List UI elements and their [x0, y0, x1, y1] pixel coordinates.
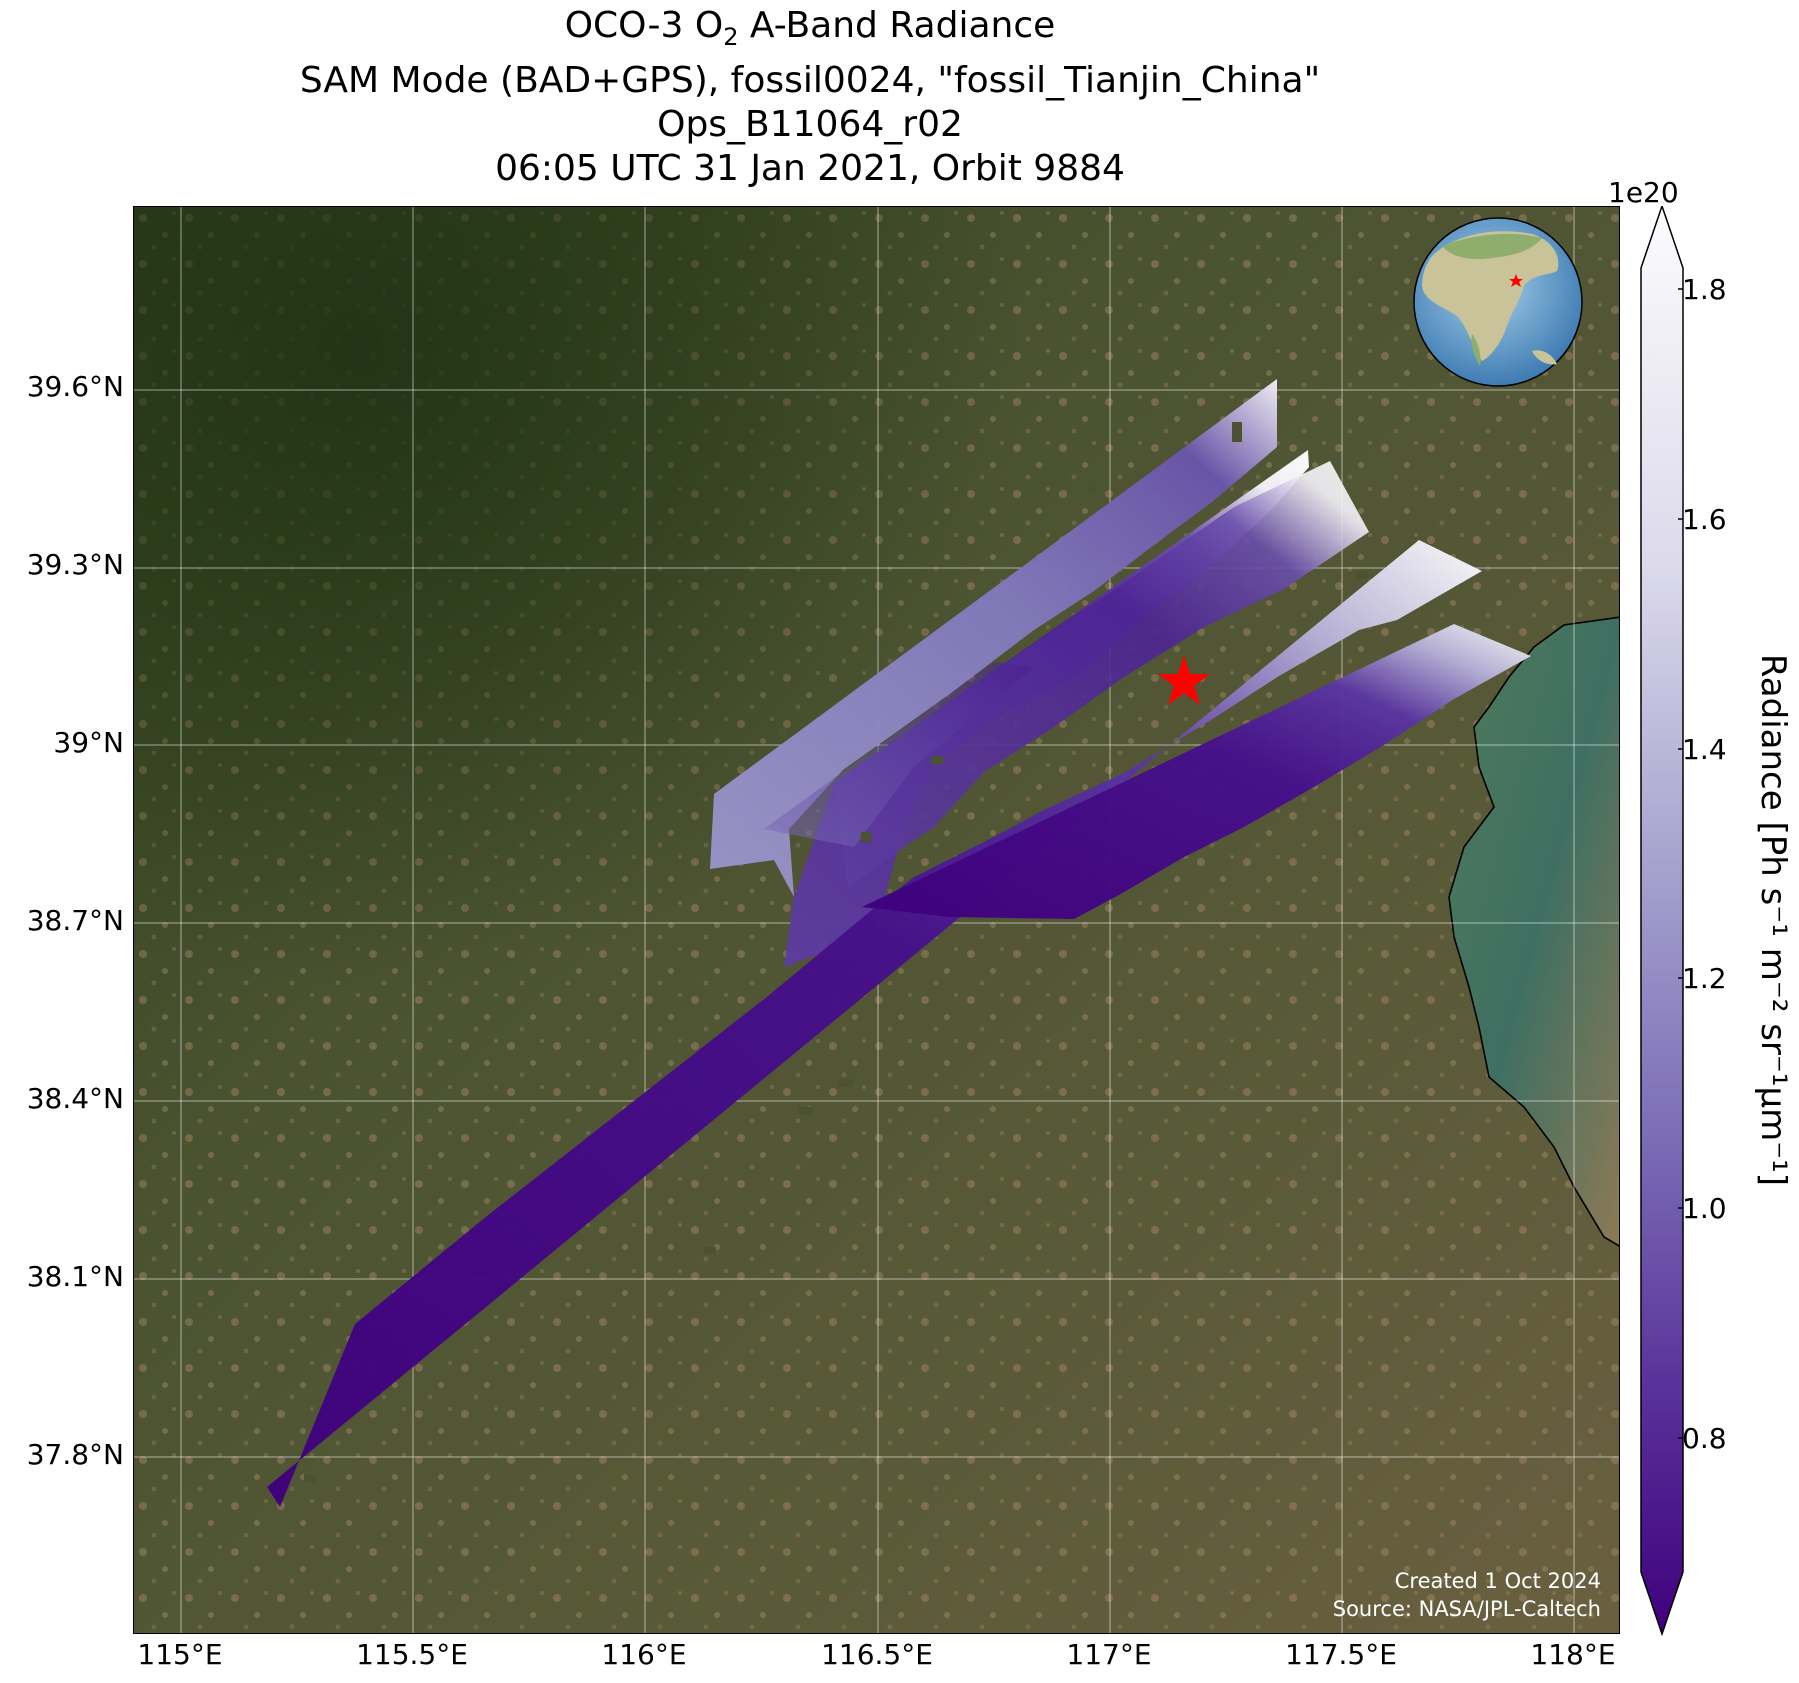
x-tick-label: 117.5°E — [1285, 1638, 1397, 1671]
y-tick-label: 39.6°N — [26, 370, 124, 403]
bohai-sea — [1449, 617, 1619, 1246]
colorbar-tick-label: 1.8 — [1682, 273, 1727, 306]
x-tick-label: 116.5°E — [821, 1638, 933, 1671]
colorbar — [1640, 206, 1684, 1636]
swath-band-5 — [862, 624, 1531, 919]
globe-location-marker — [1509, 274, 1523, 287]
title-line-1: OCO-3 O2 A-Band Radiance — [564, 5, 1056, 52]
swath-gaps — [304, 422, 1368, 1482]
colorbar-label: Radiance [Ph s⁻¹ m⁻² sr⁻¹μm⁻¹] — [1753, 653, 1793, 1187]
colorbar-tick-label: 1.6 — [1682, 503, 1727, 536]
colorbar-tick-label: 1.0 — [1682, 1192, 1727, 1225]
y-tick-label: 39.3°N — [26, 548, 124, 581]
colorbar-tick-label: 1.2 — [1682, 962, 1727, 995]
map-canvas — [134, 207, 1619, 1633]
y-tick-label: 38.4°N — [26, 1082, 124, 1115]
credit-created: Created 1 Oct 2024 — [1394, 1569, 1601, 1593]
x-tick-label: 117°E — [1066, 1638, 1152, 1671]
target-star-marker — [1158, 655, 1210, 705]
figure-title: OCO-3 O2 A-Band Radiance SAM Mode (BAD+G… — [0, 4, 1620, 191]
x-tick-label: 115°E — [137, 1638, 223, 1671]
x-tick-label: 118°E — [1530, 1638, 1616, 1671]
x-tick-label: 115.5°E — [356, 1638, 468, 1671]
title-line-2: SAM Mode (BAD+GPS), fossil0024, "fossil_… — [299, 60, 1321, 102]
swath-band-1 — [710, 379, 1277, 897]
colorbar-tick-label: 0.8 — [1682, 1422, 1727, 1455]
coastline — [1448, 616, 1619, 1247]
title-line-3: Ops_B11064_r02 — [657, 104, 963, 146]
swath-band-6 — [764, 662, 1034, 847]
y-tick-label: 37.8°N — [26, 1438, 124, 1471]
y-tick-label: 39°N — [53, 726, 124, 759]
inset-globe — [1413, 217, 1583, 387]
map-panel[interactable]: Created 1 Oct 2024 Source: NASA/JPL-Calt… — [133, 206, 1620, 1634]
swath-band-3 — [834, 461, 1369, 888]
colorbar-exponent: 1e20 — [1608, 176, 1679, 209]
credit-source: Source: NASA/JPL-Caltech — [1332, 1597, 1601, 1621]
colorbar-tick-label: 1.4 — [1682, 733, 1727, 766]
y-tick-label: 38.1°N — [26, 1260, 124, 1293]
x-tick-label: 116°E — [601, 1638, 687, 1671]
y-tick-label: 38.7°N — [26, 904, 124, 937]
title-line-4: 06:05 UTC 31 Jan 2021, Orbit 9884 — [495, 148, 1125, 190]
